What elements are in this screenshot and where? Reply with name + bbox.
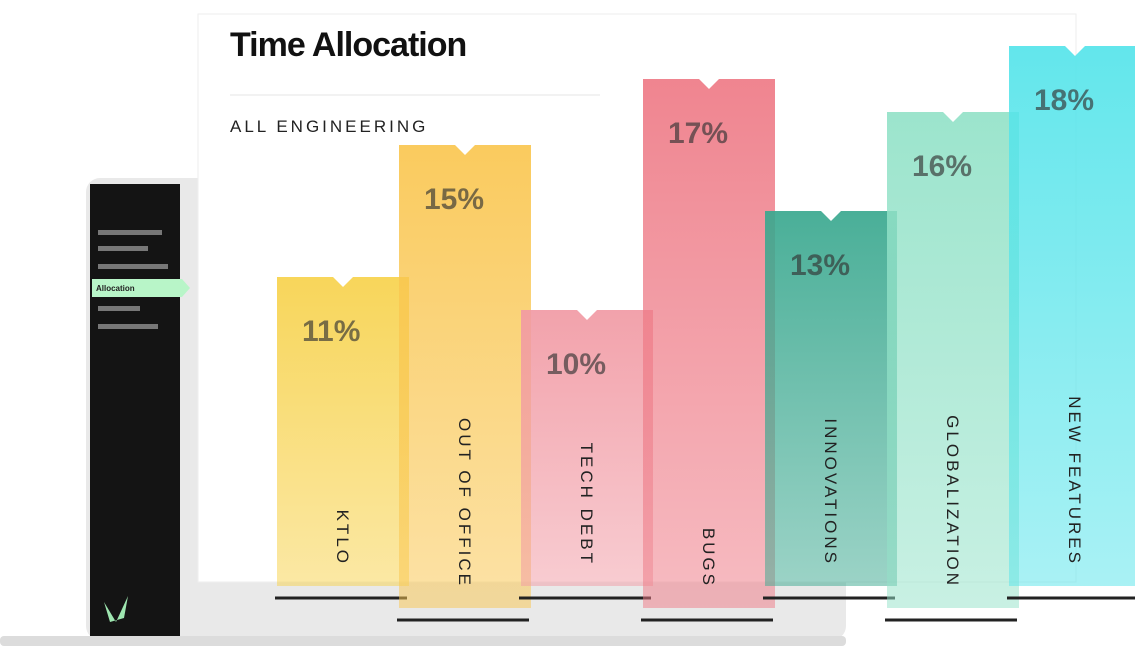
chart-subtitle: ALL ENGINEERING [230, 117, 428, 136]
bar [277, 277, 409, 586]
value-label: 18% [1034, 84, 1094, 117]
category-label: TECH DEBT [577, 443, 596, 566]
category-label: OUT OF OFFICE [455, 418, 474, 588]
value-label: 15% [424, 183, 484, 216]
category-label: GLOBALIZATION [943, 415, 962, 588]
sidebar-item[interactable]: Allocation [96, 284, 135, 293]
bar [765, 211, 897, 586]
value-label: 11% [302, 315, 360, 348]
bar [643, 79, 775, 608]
category-label: KTLO [333, 510, 352, 566]
chart-title: Time Allocation [230, 26, 466, 64]
sidebar [90, 184, 180, 636]
laptop-base [0, 636, 846, 646]
bar [521, 310, 653, 586]
sidebar-active[interactable] [92, 279, 190, 297]
value-label: 13% [790, 249, 850, 282]
category-label: BUGS [699, 528, 718, 588]
category-label: NEW FEATURES [1065, 396, 1084, 566]
value-label: 17% [668, 117, 728, 150]
bar [399, 145, 531, 608]
sidebar-lines [98, 230, 168, 329]
value-label: 10% [546, 348, 606, 381]
value-label: 16% [912, 150, 972, 183]
bar [1009, 46, 1135, 586]
logo [104, 596, 128, 622]
category-label: INNOVATIONS [821, 418, 840, 566]
bar [887, 112, 1019, 608]
